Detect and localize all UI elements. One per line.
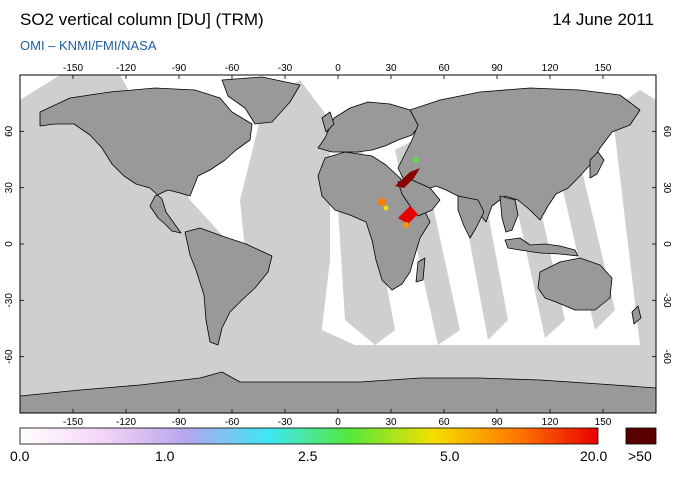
lon-label-top: 60 xyxy=(438,63,450,74)
plume-spot-2 xyxy=(403,222,409,228)
lon-label-top: -30 xyxy=(278,63,293,74)
lat-label-right: -30 xyxy=(661,293,672,308)
india xyxy=(457,195,485,239)
lon-label-top: -150 xyxy=(63,63,83,74)
lat-label-left: 60 xyxy=(4,125,15,137)
land xyxy=(19,76,657,414)
colorbar-label-2: 2.5 xyxy=(298,448,318,464)
lon-label-top: -120 xyxy=(116,63,136,74)
plume-high xyxy=(395,168,420,188)
lat-label-right: 0 xyxy=(661,241,672,247)
arabia xyxy=(397,179,441,217)
map-title: SO2 vertical column [DU] (TRM) xyxy=(20,10,264,29)
lat-label-right: 60 xyxy=(661,126,672,138)
lon-label-top: 0 xyxy=(335,63,341,74)
lon-label-top: -60 xyxy=(225,63,240,74)
uk xyxy=(321,111,335,133)
swath-pacific-east xyxy=(612,90,656,345)
lon-label-bottom: 90 xyxy=(491,417,503,428)
lon-label-bottom: 120 xyxy=(542,417,559,428)
lon-label-bottom: -90 xyxy=(172,417,187,428)
lon-label-bottom: 60 xyxy=(438,417,450,428)
lat-label-right: -60 xyxy=(661,349,672,364)
colorbar-label-4: 20.0 xyxy=(580,448,608,464)
madagascar xyxy=(415,257,426,283)
lon-label-bottom: 0 xyxy=(335,417,341,428)
lon-label-bottom: 150 xyxy=(595,417,612,428)
colorbar-label-0: 0.0 xyxy=(10,448,30,464)
lon-label-bottom: -30 xyxy=(278,417,293,428)
lat-label-left: 30 xyxy=(4,182,15,194)
plume-spot-3 xyxy=(383,205,389,211)
australia xyxy=(537,257,613,311)
plume-spot-4 xyxy=(413,157,419,163)
southeast-asia xyxy=(499,195,519,233)
japan xyxy=(589,151,605,179)
lat-label-left: -60 xyxy=(4,349,15,364)
lat-label-left: 0 xyxy=(4,241,15,247)
data-credit: OMI – KNMI/FMI/NASA xyxy=(20,38,157,53)
new-zealand xyxy=(631,305,642,325)
colorbar-label-3: 5.0 xyxy=(440,448,460,464)
lon-label-bottom: -120 xyxy=(116,417,136,428)
lon-label-top: 30 xyxy=(385,63,397,74)
lon-label-bottom: -150 xyxy=(63,417,83,428)
colorbar-gradient xyxy=(19,427,599,445)
lon-label-top: 150 xyxy=(595,63,612,74)
axis-ticks: -150 -150 -120 -120 -90 -90 -60 -60 -30 -30 0 0 30 30… xyxy=(4,63,672,428)
colorbar-label-1: 1.0 xyxy=(155,448,175,464)
lon-label-top: 120 xyxy=(542,63,559,74)
south-america xyxy=(184,227,273,346)
indonesia xyxy=(504,237,579,257)
lon-label-bottom: 30 xyxy=(385,417,397,428)
lat-label-right: 30 xyxy=(661,182,672,194)
lon-label-bottom: -60 xyxy=(225,417,240,428)
colorbar-overflow-swatch xyxy=(625,427,657,445)
plume-mid xyxy=(398,206,418,224)
plume-spot xyxy=(378,198,386,206)
colorbar-label-5: >50 xyxy=(628,448,652,464)
north-america xyxy=(39,87,253,234)
greenland xyxy=(221,76,301,125)
map-date: 14 June 2011 xyxy=(552,10,654,29)
lon-label-top: -90 xyxy=(172,63,187,74)
lat-label-left: -30 xyxy=(4,293,15,308)
so2-plume xyxy=(378,157,420,228)
lon-label-top: 90 xyxy=(491,63,503,74)
